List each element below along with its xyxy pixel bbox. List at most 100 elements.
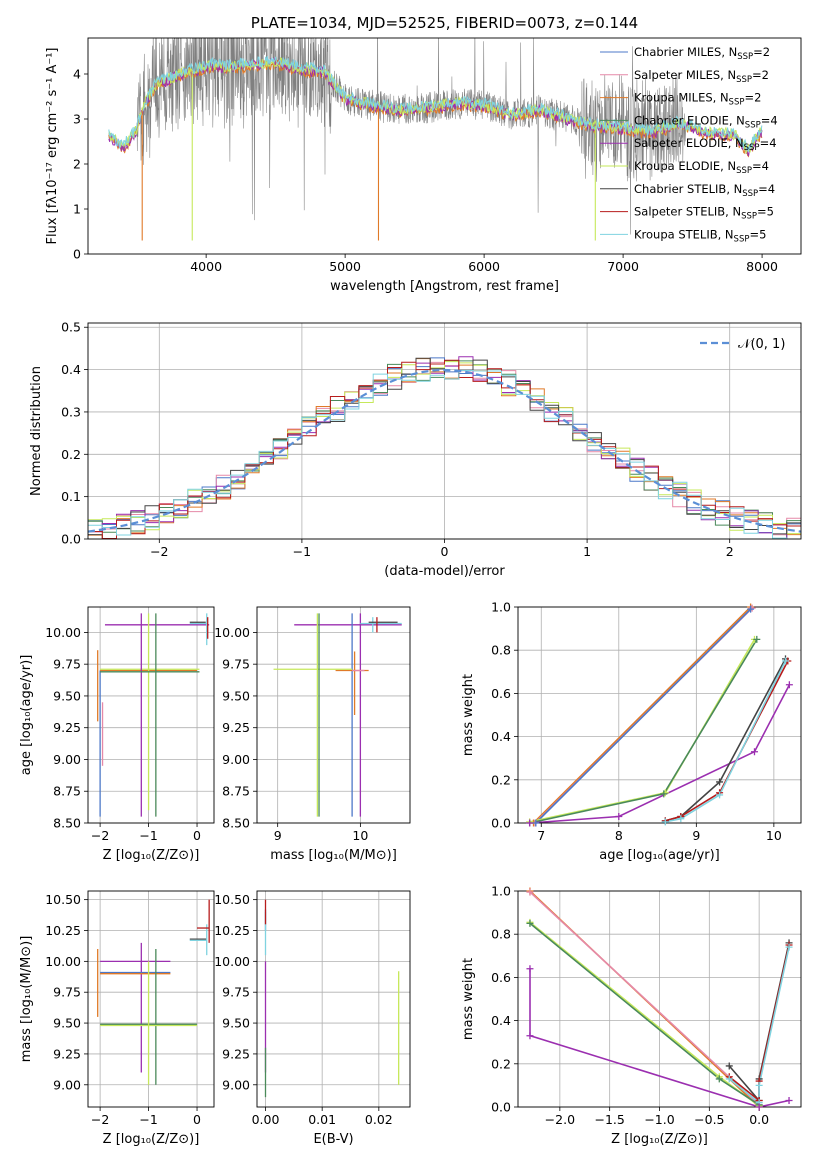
data-point	[716, 778, 724, 786]
data-point	[750, 748, 758, 756]
mass-weight-vs-age-panel-plot	[529, 607, 791, 823]
y-axis-label: mass weight	[461, 674, 476, 756]
y-tick-label: 0.0	[61, 532, 81, 547]
age-vs-mass-panel: 9 10 8.50 8.75 9.00 9.25 9.50 9.75 10.00 mass [lo…	[214, 606, 411, 863]
data-point	[526, 819, 534, 827]
x-tick-label: 0	[193, 828, 201, 843]
series-kroupa_elodie	[529, 921, 760, 1107]
mass-vs-ebv-panel-plot	[264, 899, 400, 1098]
y-tick-label: 0.8	[491, 927, 511, 942]
data-point	[785, 681, 793, 689]
x-tick-label: 0.0	[749, 1112, 769, 1127]
y-tick-label: 8.50	[222, 816, 250, 831]
y-axis-label: Flux [fλ10⁻¹⁷ erg cm⁻² s⁻¹ A⁻¹]	[45, 48, 60, 245]
data-point	[747, 605, 755, 613]
x-tick-label: 6000	[468, 259, 500, 274]
legend-label: Salpeter STELIB, NSSP=5	[634, 205, 774, 222]
series-chabrier_miles	[535, 608, 752, 823]
y-tick-label: 10.50	[214, 892, 250, 907]
x-tick-label: 0.02	[365, 1112, 393, 1127]
data-point	[660, 790, 668, 798]
legend-label: Chabrier MILES, NSSP=2	[634, 45, 770, 62]
y-axis-label: mass weight	[461, 958, 476, 1040]
x-axis-label: Z [log₁₀(Z/Z⊙)]	[103, 848, 200, 863]
x-tick-label: 7000	[607, 259, 639, 274]
x-tick-label: 8000	[746, 259, 778, 274]
x-tick-label: −1	[139, 828, 157, 843]
y-tick-label: 9.25	[222, 1046, 250, 1061]
x-tick-label: −1	[139, 1112, 157, 1127]
model-spectrum-kroupa_stelib	[108, 56, 763, 152]
data-point	[661, 818, 669, 826]
spectrum-panel: 4000 5000 6000 7000 8000 0 1 2 3 4 PLATE=1034, MJD…	[45, 14, 802, 294]
x-axis-label: Z [log₁₀(Z/Z⊙)]	[611, 1132, 708, 1147]
gaussian-curve	[88, 368, 801, 533]
y-tick-label: 0.3	[61, 404, 81, 419]
y-tick-label: 0.2	[491, 772, 511, 787]
x-tick-label: −1	[293, 544, 311, 559]
y-tick-label: 0.6	[491, 970, 511, 985]
y-tick-label: 8.75	[53, 784, 81, 799]
residual-histogram-panel-frame	[87, 322, 802, 540]
series-kroupa_stelib	[665, 660, 787, 823]
age-vs-z-panel-grid	[88, 607, 214, 824]
x-tick-label: −2	[91, 1112, 109, 1127]
x-axis-label: mass [log₁₀(M/M⊙)]	[270, 848, 397, 863]
y-tick-label: 0.8	[491, 643, 511, 658]
data-point	[753, 635, 761, 643]
data-point	[677, 815, 685, 823]
age-vs-mass-panel-grid	[257, 607, 410, 824]
y-tick-label: 10.50	[45, 892, 81, 907]
y-tick-label: 0.4	[491, 1013, 511, 1028]
mass-weight-vs-z-panel-plot	[529, 891, 790, 1107]
y-tick-label: 10.00	[45, 625, 81, 640]
data-point	[715, 1075, 723, 1083]
x-tick-label: 7	[537, 828, 545, 843]
data-point	[526, 919, 534, 927]
y-tick-label: 2	[73, 157, 81, 172]
y-axis-label: Normed distribution	[29, 366, 44, 496]
legend-label: Salpeter ELODIE, NSSP=4	[634, 136, 777, 153]
x-tick-label: 1	[583, 544, 591, 559]
y-tick-label: 1.0	[491, 600, 511, 615]
age-vs-z-panel: −2 −1 0 8.50 8.75 9.00 9.25 9.50 9.75 10.00 Z [log…	[19, 606, 215, 863]
y-tick-label: 9.50	[53, 1016, 81, 1031]
y-tick-label: 9.25	[53, 1046, 81, 1061]
x-tick-label: −2	[150, 544, 168, 559]
y-tick-label: 1	[73, 202, 81, 217]
y-tick-label: 9.00	[222, 752, 250, 767]
data-point	[755, 1103, 763, 1111]
x-tick-label: 5000	[329, 259, 361, 274]
data-point	[755, 1081, 763, 1089]
mass-vs-z-panel-frame	[87, 890, 215, 1108]
x-axis-label: wavelength [Angstrom, rest frame]	[330, 279, 559, 294]
x-tick-label: −0.5	[694, 1112, 724, 1127]
spectrum-panel-plot	[108, 38, 763, 241]
x-tick-label: −2	[91, 828, 109, 843]
y-tick-label: 10.25	[45, 923, 81, 938]
legend-label: Kroupa ELODIE, NSSP=4	[634, 159, 769, 176]
legend-label: Chabrier ELODIE, NSSP=4	[634, 113, 778, 130]
x-tick-label: 0.00	[252, 1112, 280, 1127]
data-point	[785, 1097, 793, 1105]
y-tick-label: 10.00	[45, 954, 81, 969]
x-tick-label: 0	[193, 1112, 201, 1127]
series-kroupa_miles	[532, 607, 752, 823]
y-tick-label: 9.00	[53, 752, 81, 767]
data-point	[725, 1062, 733, 1070]
series-salpeter_elodie	[529, 968, 790, 1107]
x-axis-label: E(B-V)	[313, 1132, 353, 1147]
x-tick-label: 9	[692, 828, 700, 843]
x-tick-label: 9	[274, 828, 282, 843]
mass-vs-z-panel-plot	[97, 899, 210, 1085]
data-point	[661, 789, 669, 797]
histogram-kroupa_elodie	[88, 361, 801, 535]
y-tick-label: 0	[73, 247, 81, 262]
y-tick-label: 8.50	[53, 816, 81, 831]
y-tick-label: 9.50	[222, 688, 250, 703]
spectrum-legend: Chabrier MILES, NSSP=2 Salpeter MILES, NS…	[600, 45, 778, 244]
data-point	[785, 943, 793, 951]
age-vs-z-panel-plot	[97, 613, 210, 817]
y-tick-label: 9.00	[53, 1077, 81, 1092]
